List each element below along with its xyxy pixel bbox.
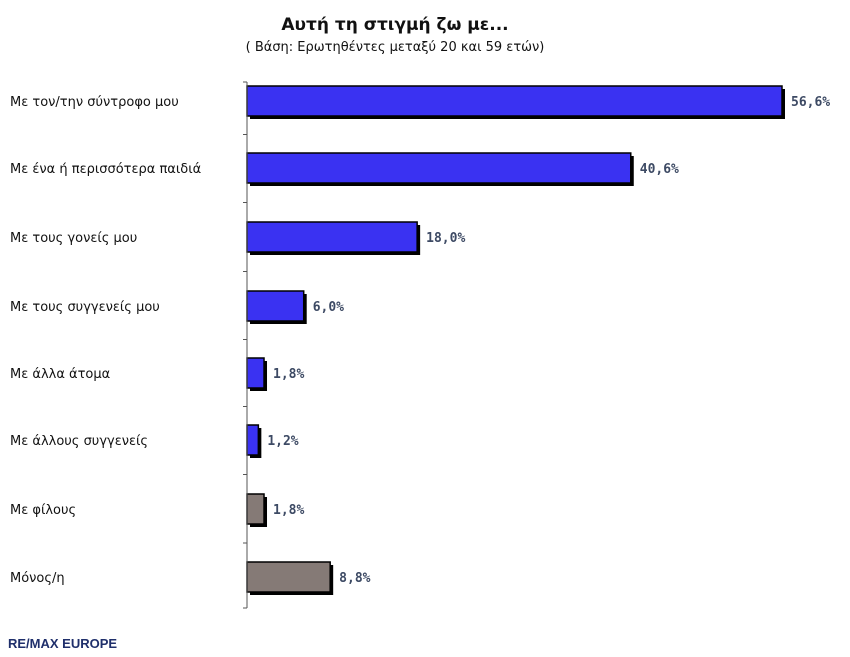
chart-subtitle: ( Βάση: Ερωτηθέντες μεταξύ 20 και 59 ετώ… [245,40,545,55]
category-label: Με τους συγγενείς μου [10,300,160,315]
data-label: 1,8% [273,503,304,518]
category-label: Με φίλους [10,503,76,518]
data-label: 40,6% [640,162,679,177]
bar [246,152,632,184]
bar [246,357,265,389]
data-label: 1,2% [267,434,298,449]
bar [246,290,305,322]
bar [246,85,783,117]
category-label: Με τους γονείς μου [10,231,137,246]
brand-footer: RE/MAX EUROPE [8,636,118,651]
category-label: Με άλλα άτομα [10,367,110,382]
data-label: 8,8% [339,571,370,586]
bar [246,424,260,456]
bar [246,493,265,525]
data-label: 56,6% [791,95,830,110]
bar [246,561,331,593]
bar [246,221,418,253]
data-label: 1,8% [273,367,304,382]
category-label: Με τον/την σύντροφο μου [10,95,179,110]
category-label: Με ένα ή περισσότερα παιδιά [10,162,201,177]
chart-title: Αυτή τη στιγμή ζω με... [281,15,509,35]
data-label: 6,0% [313,300,344,315]
data-label: 18,0% [426,231,465,246]
category-label: Μόνος/η [10,571,65,586]
category-label: Με άλλους συγγενείς [10,434,148,449]
